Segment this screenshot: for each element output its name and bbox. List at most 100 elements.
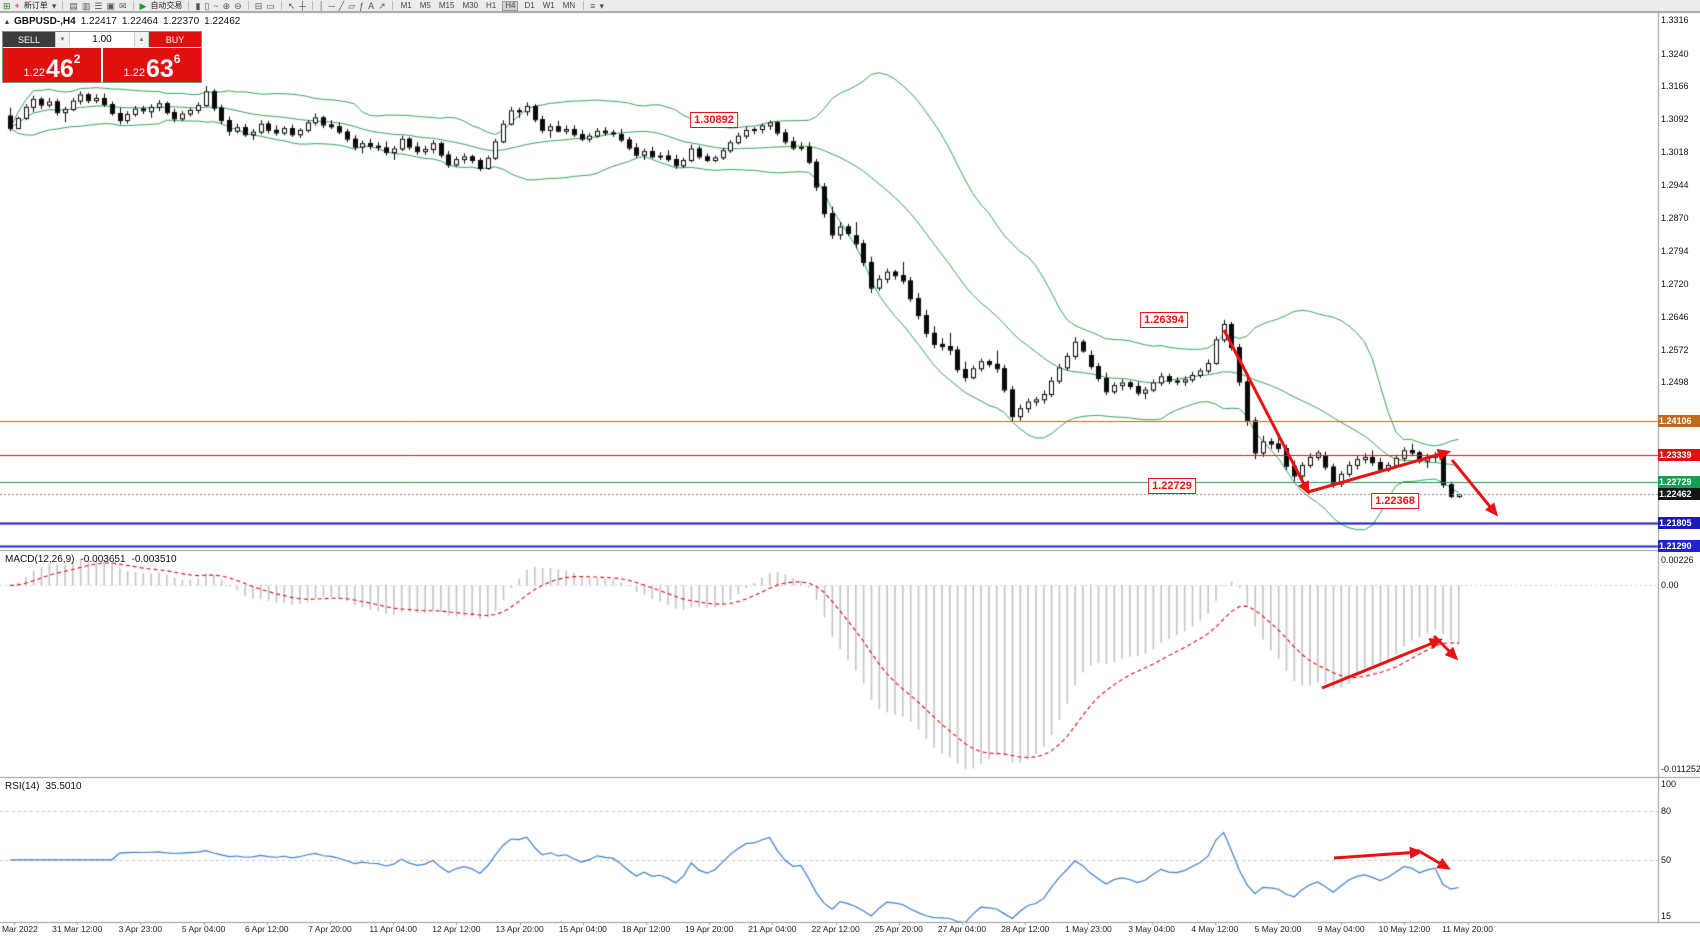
horizontal-line-icon[interactable]: ─ xyxy=(328,0,335,11)
time-axis[interactable]: 30 Mar 2022 31 Mar 12:00 3 Apr 23:00 5 Apr … xyxy=(0,924,1700,936)
annotation-price-label[interactable]: 1.30892 xyxy=(690,112,738,128)
text-label-icon[interactable]: A xyxy=(368,0,375,11)
cascade-windows-icon[interactable]: ▭ xyxy=(266,0,275,11)
macd-axis-max: 0.00226 xyxy=(1661,555,1694,565)
new-chart-icon[interactable]: ⊞ xyxy=(3,0,11,11)
sell-price-button[interactable]: 1.22 46 2 xyxy=(3,48,103,82)
zoom-out-icon[interactable]: ⊖ xyxy=(234,0,242,11)
time-axis-label: 5 May 20:00 xyxy=(1254,924,1302,934)
timeframe-w1[interactable]: W1 xyxy=(542,0,555,10)
rsi-value: 35.5010 xyxy=(45,781,82,792)
timeframe-d1[interactable]: D1 xyxy=(524,0,535,10)
new-order-label[interactable]: 新订单 xyxy=(23,0,48,10)
channel-icon[interactable]: ▱ xyxy=(348,0,356,11)
rsi-axis-label: 15 xyxy=(1661,911,1672,921)
time-axis-label: 15 Apr 04:00 xyxy=(558,924,607,934)
time-axis-label: 21 Apr 04:00 xyxy=(748,924,797,934)
price-axis-label: 1.2794 xyxy=(1661,246,1689,257)
price-tag: 1.23339 xyxy=(1658,449,1700,462)
price-axis[interactable]: 1.3316 1.3240 1.3166 1.3092 1.3018 1.2944 1.28… xyxy=(1658,0,1700,936)
buy-price-button[interactable]: 1.22 63 6 xyxy=(103,48,201,82)
sell-button[interactable]: SELL xyxy=(3,32,55,47)
new-order-icon[interactable]: + xyxy=(14,0,20,11)
macd-value-2: -0.003510 xyxy=(131,554,177,565)
new-order-dropdown-icon[interactable]: ▾ xyxy=(51,0,57,11)
rsi-axis-label: 100 xyxy=(1661,779,1677,789)
volume-down-button[interactable]: ▾ xyxy=(55,32,70,47)
annotation-price-label[interactable]: 1.22729 xyxy=(1148,478,1196,494)
cursor-icon[interactable]: ↖ xyxy=(287,0,296,11)
timeframe-m30[interactable]: M30 xyxy=(462,0,479,10)
arrow-tool-icon[interactable]: ↗ xyxy=(378,0,386,11)
indicators-icon[interactable]: ≡ xyxy=(590,0,596,11)
price-axis-label: 1.3316 xyxy=(1661,14,1689,25)
trade-panel-prices: 1.22 46 2 1.22 63 6 xyxy=(3,48,201,82)
chart-symbol-period: GBPUSD-,H4 xyxy=(14,16,76,27)
one-click-collapse-icon[interactable]: ▴ xyxy=(5,17,10,26)
tile-windows-icon[interactable]: ⊟ xyxy=(254,0,263,11)
macd-axis-min: -0.011252 xyxy=(1661,764,1700,774)
market-watch-icon[interactable]: ▤ xyxy=(69,0,78,11)
time-axis-label: 11 Apr 04:00 xyxy=(369,924,417,934)
autotrading-icon[interactable]: ▶ xyxy=(139,0,147,11)
buy-price-small: 1.22 xyxy=(123,66,145,79)
annotation-price-label[interactable]: 1.22368 xyxy=(1371,493,1419,509)
terminal-icon[interactable]: ▣ xyxy=(106,0,115,11)
timeframe-h4[interactable]: H4 xyxy=(502,0,519,11)
templates-icon[interactable]: ▾ xyxy=(599,0,604,11)
zoom-in-icon[interactable]: ⊕ xyxy=(222,0,231,11)
toolbar-separator xyxy=(62,1,64,10)
volume-input[interactable] xyxy=(70,32,134,47)
crosshair-icon[interactable]: ┼ xyxy=(299,0,306,11)
trendline-icon[interactable]: ╱ xyxy=(338,0,345,11)
buy-button[interactable]: BUY xyxy=(149,32,201,47)
time-axis-label: 13 Apr 20:00 xyxy=(495,924,544,934)
timeframe-mn[interactable]: MN xyxy=(562,0,576,10)
volume-up-button[interactable]: ▴ xyxy=(134,32,149,47)
line-chart-icon[interactable]: ~ xyxy=(213,0,219,11)
time-axis-label: 25 Apr 20:00 xyxy=(874,924,923,934)
candlestick-chart-icon[interactable]: ▯ xyxy=(204,0,210,11)
trade-panel-top-row: SELL ▾ ▴ BUY xyxy=(3,32,201,48)
time-axis-label: 4 May 12:00 xyxy=(1191,924,1239,934)
time-axis-label: 18 Apr 12:00 xyxy=(621,924,671,934)
autotrading-label[interactable]: 自动交易 xyxy=(150,0,183,10)
macd-header: MACD(12,26,9) -0.003651 -0.003510 xyxy=(5,554,177,565)
data-window-icon[interactable]: ▥ xyxy=(81,0,91,11)
fibonacci-icon[interactable]: ƒ xyxy=(359,0,365,11)
time-axis-label: 12 Apr 12:00 xyxy=(432,924,481,934)
price-axis-label: 1.3240 xyxy=(1661,48,1689,59)
price-axis-label: 1.2646 xyxy=(1661,311,1689,322)
navigator-icon[interactable]: ☰ xyxy=(94,0,103,11)
timeframe-h1[interactable]: H1 xyxy=(486,0,497,10)
toolbar-separator xyxy=(583,1,585,10)
time-axis-label: 3 May 04:00 xyxy=(1128,924,1175,934)
toolbar-separator xyxy=(280,1,282,10)
price-axis-label: 1.2870 xyxy=(1661,212,1689,223)
time-axis-label: 1 May 23:00 xyxy=(1065,924,1112,934)
toolbar-separator xyxy=(247,1,249,10)
time-axis-label: 6 Apr 12:00 xyxy=(245,924,289,934)
timeframe-m5[interactable]: M5 xyxy=(419,0,431,10)
timeframe-m1[interactable]: M1 xyxy=(400,0,412,10)
toolbar-separator xyxy=(311,1,313,10)
time-axis-label: 9 May 04:00 xyxy=(1317,924,1365,934)
mail-icon[interactable]: ✉ xyxy=(118,0,127,11)
timeframe-m15[interactable]: M15 xyxy=(438,0,455,10)
macd-name: MACD(12,26,9) xyxy=(5,554,75,565)
price-axis-label: 1.2572 xyxy=(1661,344,1689,355)
annotation-price-label[interactable]: 1.26394 xyxy=(1140,312,1188,328)
vertical-line-icon[interactable]: │ xyxy=(318,0,325,11)
sell-price-big: 46 xyxy=(45,54,74,83)
quote-header: ▴ GBPUSD-,H4 1.22417 1.22464 1.22370 1.2… xyxy=(5,16,240,27)
sell-price-sup: 2 xyxy=(73,52,81,66)
time-axis-label: 3 Apr 23:00 xyxy=(118,924,163,934)
buy-price-sup: 6 xyxy=(173,52,181,66)
price-tag: 1.21805 xyxy=(1658,517,1700,530)
toolbar-separator xyxy=(391,1,393,10)
price-axis-label: 1.2944 xyxy=(1661,179,1689,190)
bar-chart-icon[interactable]: ▮ xyxy=(195,0,201,11)
